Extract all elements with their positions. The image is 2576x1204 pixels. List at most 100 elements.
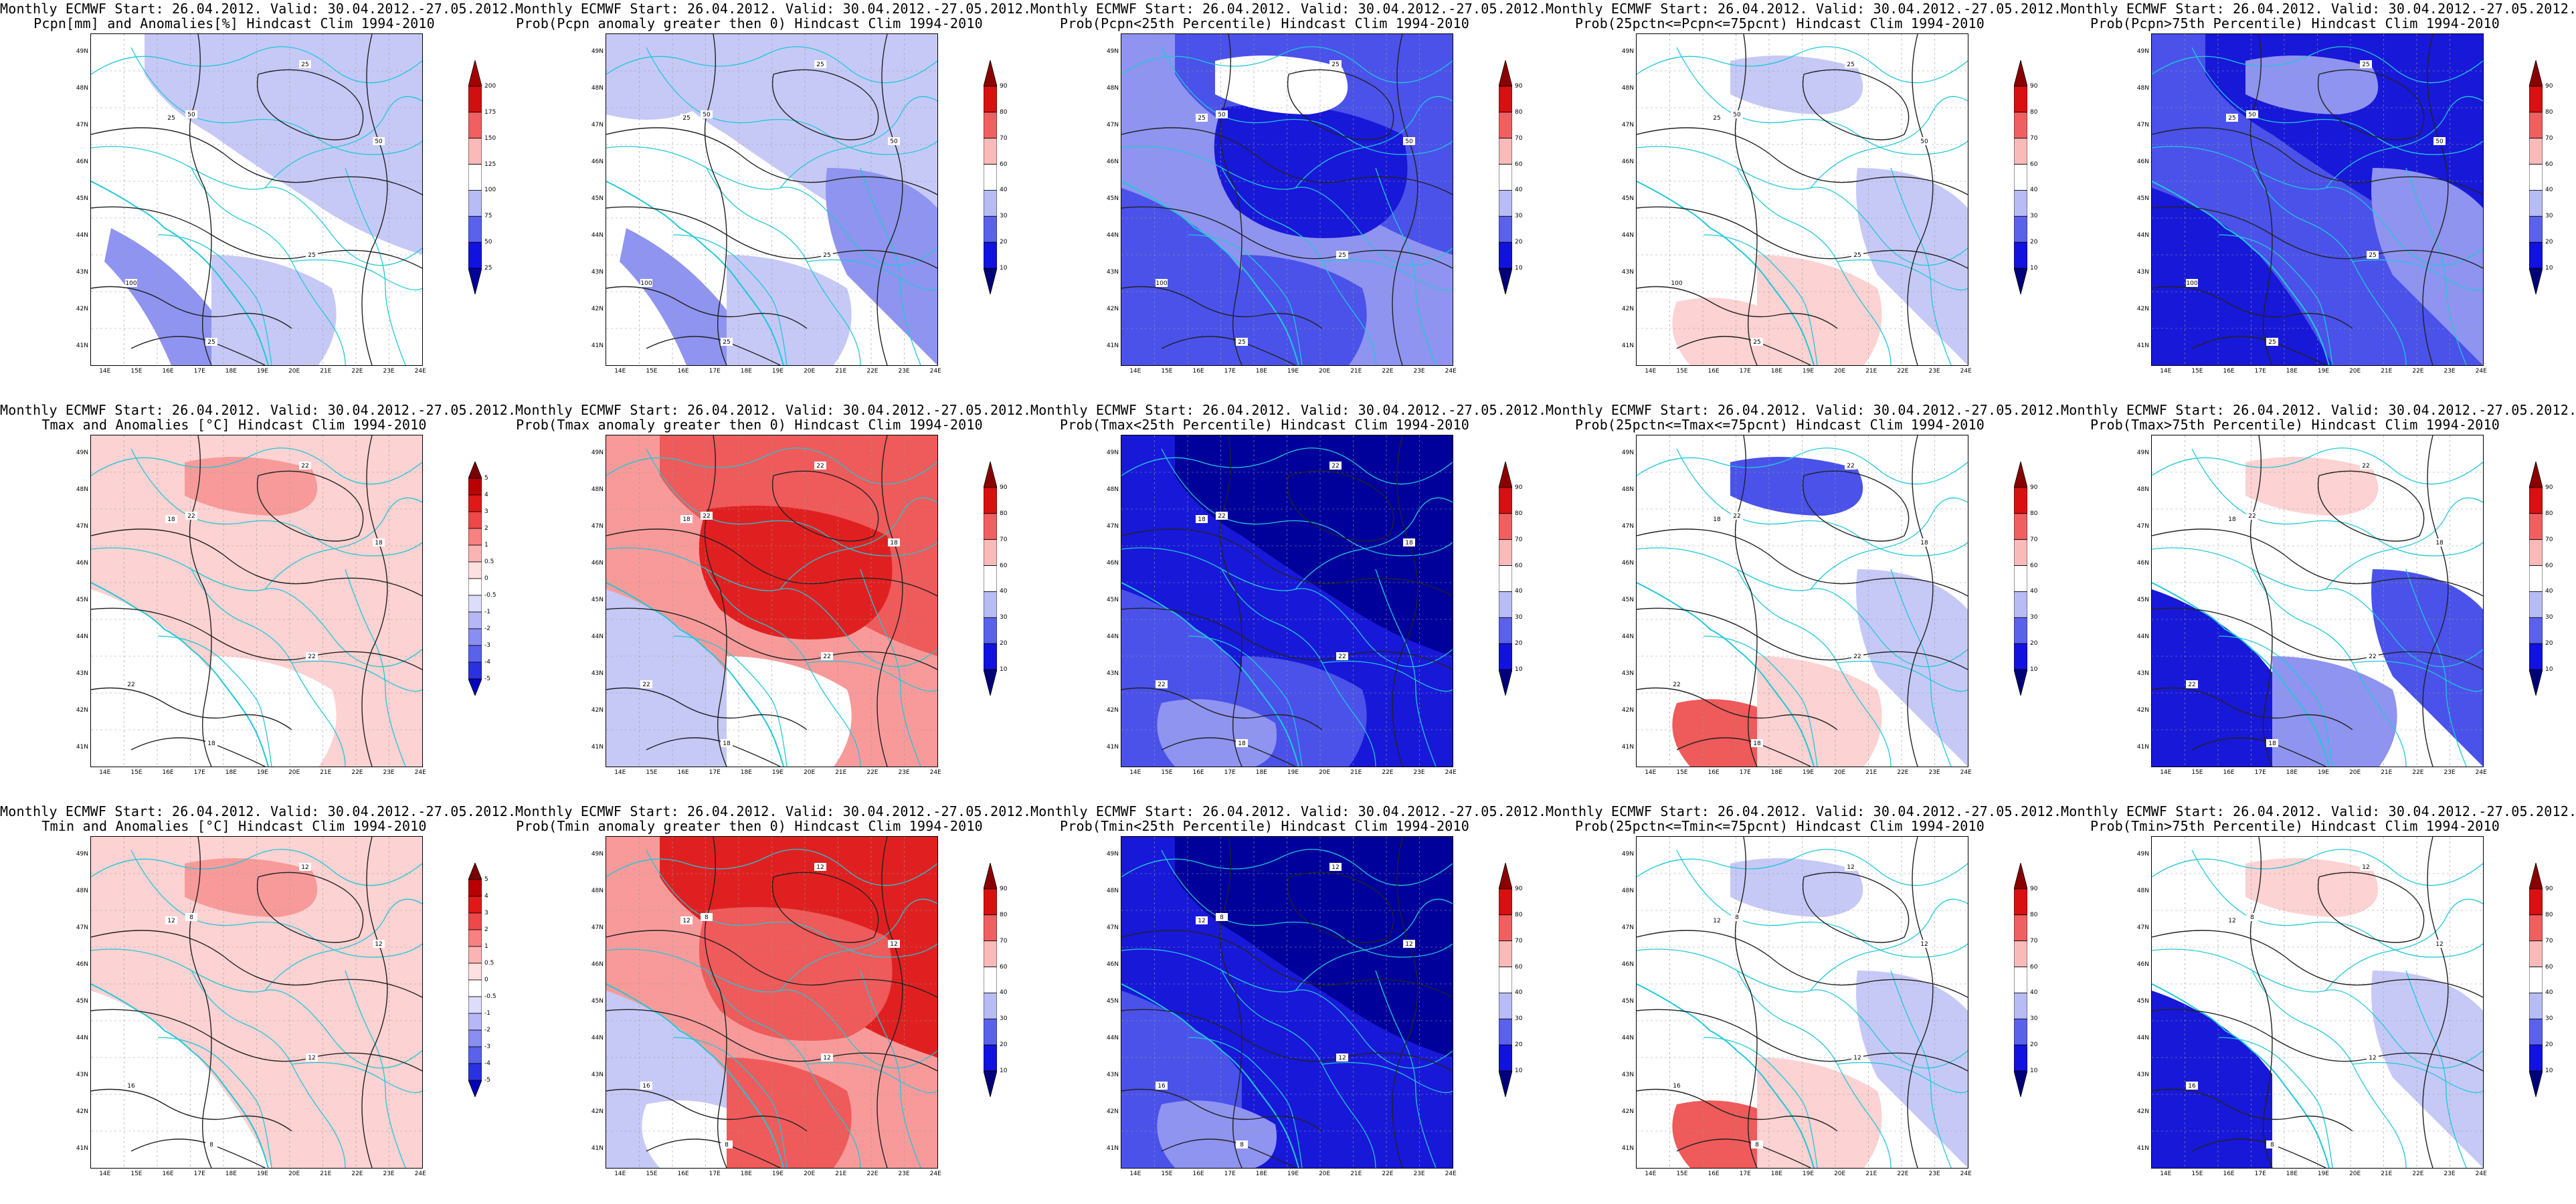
longitude-label: 18E (1255, 1171, 1267, 1177)
country-border (860, 970, 921, 1168)
longitude-label: 14E (614, 1171, 626, 1177)
colorbar-label: 30 (2545, 1015, 2553, 1023)
longitude-label: 21E (1865, 368, 1877, 375)
isoline-label: 22 (2248, 513, 2256, 520)
colorbar-label: 1 (484, 542, 488, 548)
colorbar-segment (983, 138, 998, 165)
colorbar (983, 862, 998, 1098)
colorbar-label: 70 (2030, 134, 2038, 142)
isoline-label: 25 (167, 115, 175, 122)
isoline (256, 69, 364, 140)
country-border (860, 167, 921, 365)
colorbar-label: 30 (2030, 213, 2038, 220)
colorbar-label: 10 (2545, 1068, 2553, 1075)
longitude-label: 15E (1676, 1171, 1688, 1177)
longitude-label: 15E (2191, 368, 2203, 375)
isoline-label: 22 (1847, 463, 1854, 470)
map-area: 25 25 50 50 100 25 25 (90, 33, 423, 366)
country-border (1221, 167, 1376, 365)
longitude-label: 19E (1287, 368, 1299, 375)
latitude-label: 47N (591, 522, 604, 530)
map-panel: Monthly ECMWF Start: 26.04.2012. Valid: … (1030, 803, 1546, 1204)
colorbar-label: 70 (2545, 536, 2553, 543)
isoline-label-bg (2360, 863, 2372, 871)
colorbar-segment (2528, 268, 2543, 295)
colorbar-segment (1498, 565, 1513, 592)
isoline-label: 12 (1853, 1055, 1861, 1062)
isoline (1392, 435, 1418, 767)
longitude-label: 24E (414, 1171, 426, 1177)
colorbar (468, 862, 482, 1098)
isoline (1734, 435, 1758, 767)
colorbar-label: 40 (2030, 588, 2038, 595)
isoline-label-bg (1918, 940, 1930, 948)
map-svg: 18 22 22 18 22 22 18 (1121, 435, 1453, 767)
isoline-label-bg (299, 863, 311, 871)
colorbar-label: 40 (2545, 187, 2553, 194)
country-border (1121, 447, 1453, 485)
map-panel: Monthly ECMWF Start: 26.04.2012. Valid: … (0, 401, 516, 803)
isoline-label: 22 (2362, 463, 2369, 470)
isoline (1637, 127, 1968, 195)
latitude-label: 46N (76, 559, 88, 567)
colorbar-label: 20 (1515, 1041, 1523, 1049)
isoline-label: 25 (1338, 252, 1346, 259)
colorbar-segment (983, 215, 998, 243)
isoline (2249, 837, 2273, 1168)
isoline-label-bg (299, 60, 311, 68)
country-border (1810, 898, 1968, 991)
isoline (606, 127, 937, 195)
colorbar-label: 30 (2545, 213, 2553, 220)
latitude-label: 49N (1621, 850, 1634, 858)
colorbar-segment (983, 1018, 998, 1045)
isoline (606, 930, 937, 998)
colorbar-label: 2 (484, 525, 488, 532)
isoline-label: 8 (2250, 914, 2254, 921)
longitude-label: 17E (193, 1171, 205, 1177)
colorbar-segment (2013, 539, 2028, 566)
country-border (1736, 970, 1892, 1168)
shaded-region (606, 34, 730, 120)
panel-title-line2: Prob(Tmax<25th Percentile) Hindcast Clim… (1059, 417, 1470, 433)
isoline-label: 18 (2228, 516, 2236, 523)
isoline-label-bg (1329, 462, 1342, 470)
colorbar-label: 40 (1515, 588, 1523, 595)
isoline-label: 18 (682, 516, 691, 523)
latitude-label: 46N (2136, 559, 2149, 567)
latitude-label: 42N (591, 1108, 604, 1115)
longitude-label: 24E (1960, 1171, 1972, 1177)
isoline-label: 25 (2228, 115, 2235, 122)
country-border (130, 448, 422, 557)
latitude-label: 46N (591, 158, 604, 165)
latitude-label: 48N (76, 486, 88, 493)
colorbar-segment (983, 565, 998, 592)
isoline-label-bg (814, 60, 826, 68)
longitude-label: 18E (740, 769, 752, 776)
longitude-label: 23E (1413, 769, 1425, 776)
isoline-label-bg (888, 137, 900, 145)
map-svg: 25 25 50 50 100 25 25 (606, 34, 937, 365)
isoline (1802, 470, 1910, 542)
panel-title: Monthly ECMWF Start: 26.04.2012. Valid: … (1030, 804, 1546, 833)
isoline-label: 22 (187, 513, 195, 520)
colorbar-segment (983, 268, 998, 295)
isoline (361, 837, 388, 1168)
longitude-label: 14E (1645, 368, 1657, 375)
colorbar-segment (468, 896, 482, 914)
shaded-region (2272, 1058, 2397, 1168)
country-border (1121, 849, 1453, 886)
isoline (256, 872, 364, 943)
map-panel: Monthly ECMWF Start: 26.04.2012. Valid: … (1546, 0, 2061, 401)
longitude-label: 14E (99, 769, 111, 776)
country-border (1810, 497, 1968, 590)
isoline (2152, 528, 2483, 597)
isoline (1121, 687, 1323, 730)
isoline-label: 18 (1920, 540, 1928, 546)
isoline (2317, 69, 2425, 140)
isoline-label-bg (1711, 916, 1723, 924)
isoline-label-bg (1336, 1054, 1348, 1062)
isoline-label-bg (1236, 1140, 1248, 1148)
isoline-label-bg (205, 338, 217, 346)
latitude-label: 43N (76, 268, 88, 276)
colorbar-label: -1 (484, 1010, 490, 1017)
